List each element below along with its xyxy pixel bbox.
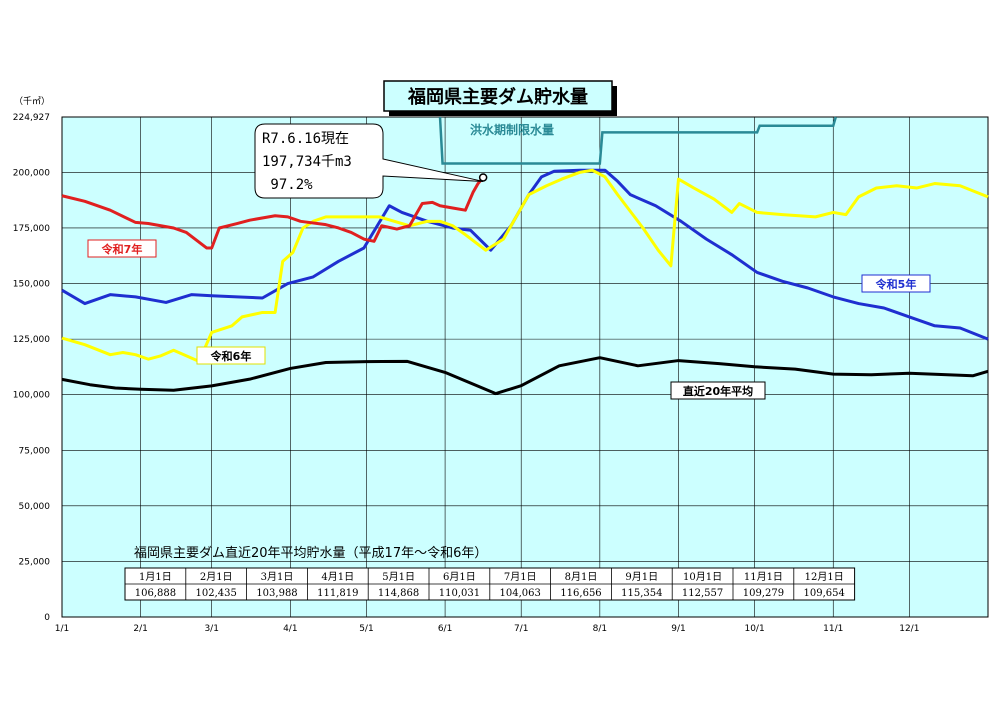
axes: 224,927 200,000 175,000 150,000 125,000 100,0…	[13, 113, 920, 634]
avg-table-value: 110,031	[439, 588, 480, 599]
avg-table-value: 102,435	[196, 588, 237, 599]
avg-table-header: 4月1日	[321, 571, 354, 583]
x-tick-label: 10/1	[744, 624, 764, 634]
title-box	[383, 80, 613, 112]
label-r7-text: 令和7年	[101, 242, 143, 256]
chart-title: 福岡県主要ダム貯水量	[407, 86, 588, 108]
series-lines	[61, 168, 989, 396]
avg-table-header: 6月1日	[443, 571, 476, 583]
avg-table-header: 1月1日	[139, 571, 172, 583]
avg-table-header: 12月1日	[805, 571, 844, 583]
y-tick-label: 0	[44, 613, 50, 623]
callout-bubble	[254, 123, 484, 199]
y-tick-label: 75,000	[19, 446, 51, 456]
avg-table-header: 3月1日	[261, 571, 294, 583]
label-r6-text: 令和6年	[210, 349, 252, 363]
avg-table-value: 116,656	[560, 588, 601, 599]
x-tick-label: 11/1	[823, 624, 843, 634]
series-line-r6	[61, 168, 989, 363]
flood-limit-line	[438, 116, 837, 165]
plot-area	[61, 116, 989, 618]
label-r5-text: 令和5年	[875, 277, 917, 291]
y-tick-label: 224,927	[13, 113, 50, 123]
x-tick-label: 5/1	[359, 624, 373, 634]
avg-table-value: 103,988	[256, 588, 297, 599]
y-tick-label: 50,000	[19, 502, 51, 512]
label-r5: 令和5年	[861, 274, 931, 293]
avg-table-value: 106,888	[135, 588, 176, 599]
x-tick-label: 6/1	[438, 624, 452, 634]
avg-table-value: 109,279	[743, 588, 784, 599]
x-tick-label: 2/1	[133, 624, 147, 634]
callout-line-1: R7.6.16現在	[262, 131, 349, 147]
label-avg: 直近20年平均	[670, 381, 766, 400]
y-tick-label: 200,000	[13, 168, 50, 178]
avg-table-title: 福岡県主要ダム直近20年平均貯水量（平成17年～令和6年）	[134, 546, 487, 561]
label-avg-text: 直近20年平均	[683, 384, 753, 398]
avg-table-header: 11月1日	[744, 571, 783, 583]
avg-table-value: 109,654	[804, 588, 845, 599]
avg-table-header: 5月1日	[382, 571, 415, 583]
series-line-avg	[61, 356, 989, 396]
label-r6: 令和6年	[196, 346, 266, 365]
callout-marker	[478, 173, 488, 182]
avg-table-value: 112,557	[682, 588, 723, 599]
series-line-r7	[61, 176, 485, 250]
label-r7: 令和7年	[87, 239, 157, 258]
x-tick-label: 9/1	[671, 624, 685, 634]
avg-table-value: 114,868	[378, 588, 419, 599]
avg-table-value: 104,063	[500, 588, 541, 599]
x-tick-label: 4/1	[283, 624, 297, 634]
x-tick-label: 12/1	[899, 624, 919, 634]
avg-table-header: 10月1日	[683, 571, 722, 583]
avg-table-header: 7月1日	[504, 571, 537, 583]
y-tick-label: 175,000	[13, 224, 50, 234]
callout-line-2: 197,734千m3	[262, 154, 352, 170]
y-tick-label: 25,000	[19, 557, 51, 567]
flood-limit	[438, 116, 837, 165]
avg-table-value: 111,819	[317, 588, 358, 599]
avg-table-header: 9月1日	[625, 571, 658, 583]
avg-table: 1月1日 2月1日 3月1日 4月1日 5月1日 6月1日 7月1日 8月1日 9月1日 10月1…	[124, 567, 856, 601]
x-tick-label: 7/1	[514, 624, 528, 634]
avg-table-header: 2月1日	[200, 571, 233, 583]
x-tick-label: 8/1	[593, 624, 607, 634]
y-tick-label: 125,000	[13, 335, 50, 345]
y-tick-label: 150,000	[13, 280, 50, 290]
avg-table-value: 115,354	[621, 588, 662, 599]
y-tick-label: 100,000	[13, 391, 50, 401]
y-unit-label: （千㎥）	[14, 96, 50, 107]
avg-table-header: 8月1日	[565, 571, 598, 583]
callout-line-3: 97.2%	[262, 177, 313, 193]
x-tick-label: 3/1	[204, 624, 218, 634]
flood-limit-label: 洪水期制限水量	[470, 122, 554, 137]
x-tick-label: 1/1	[55, 624, 69, 634]
